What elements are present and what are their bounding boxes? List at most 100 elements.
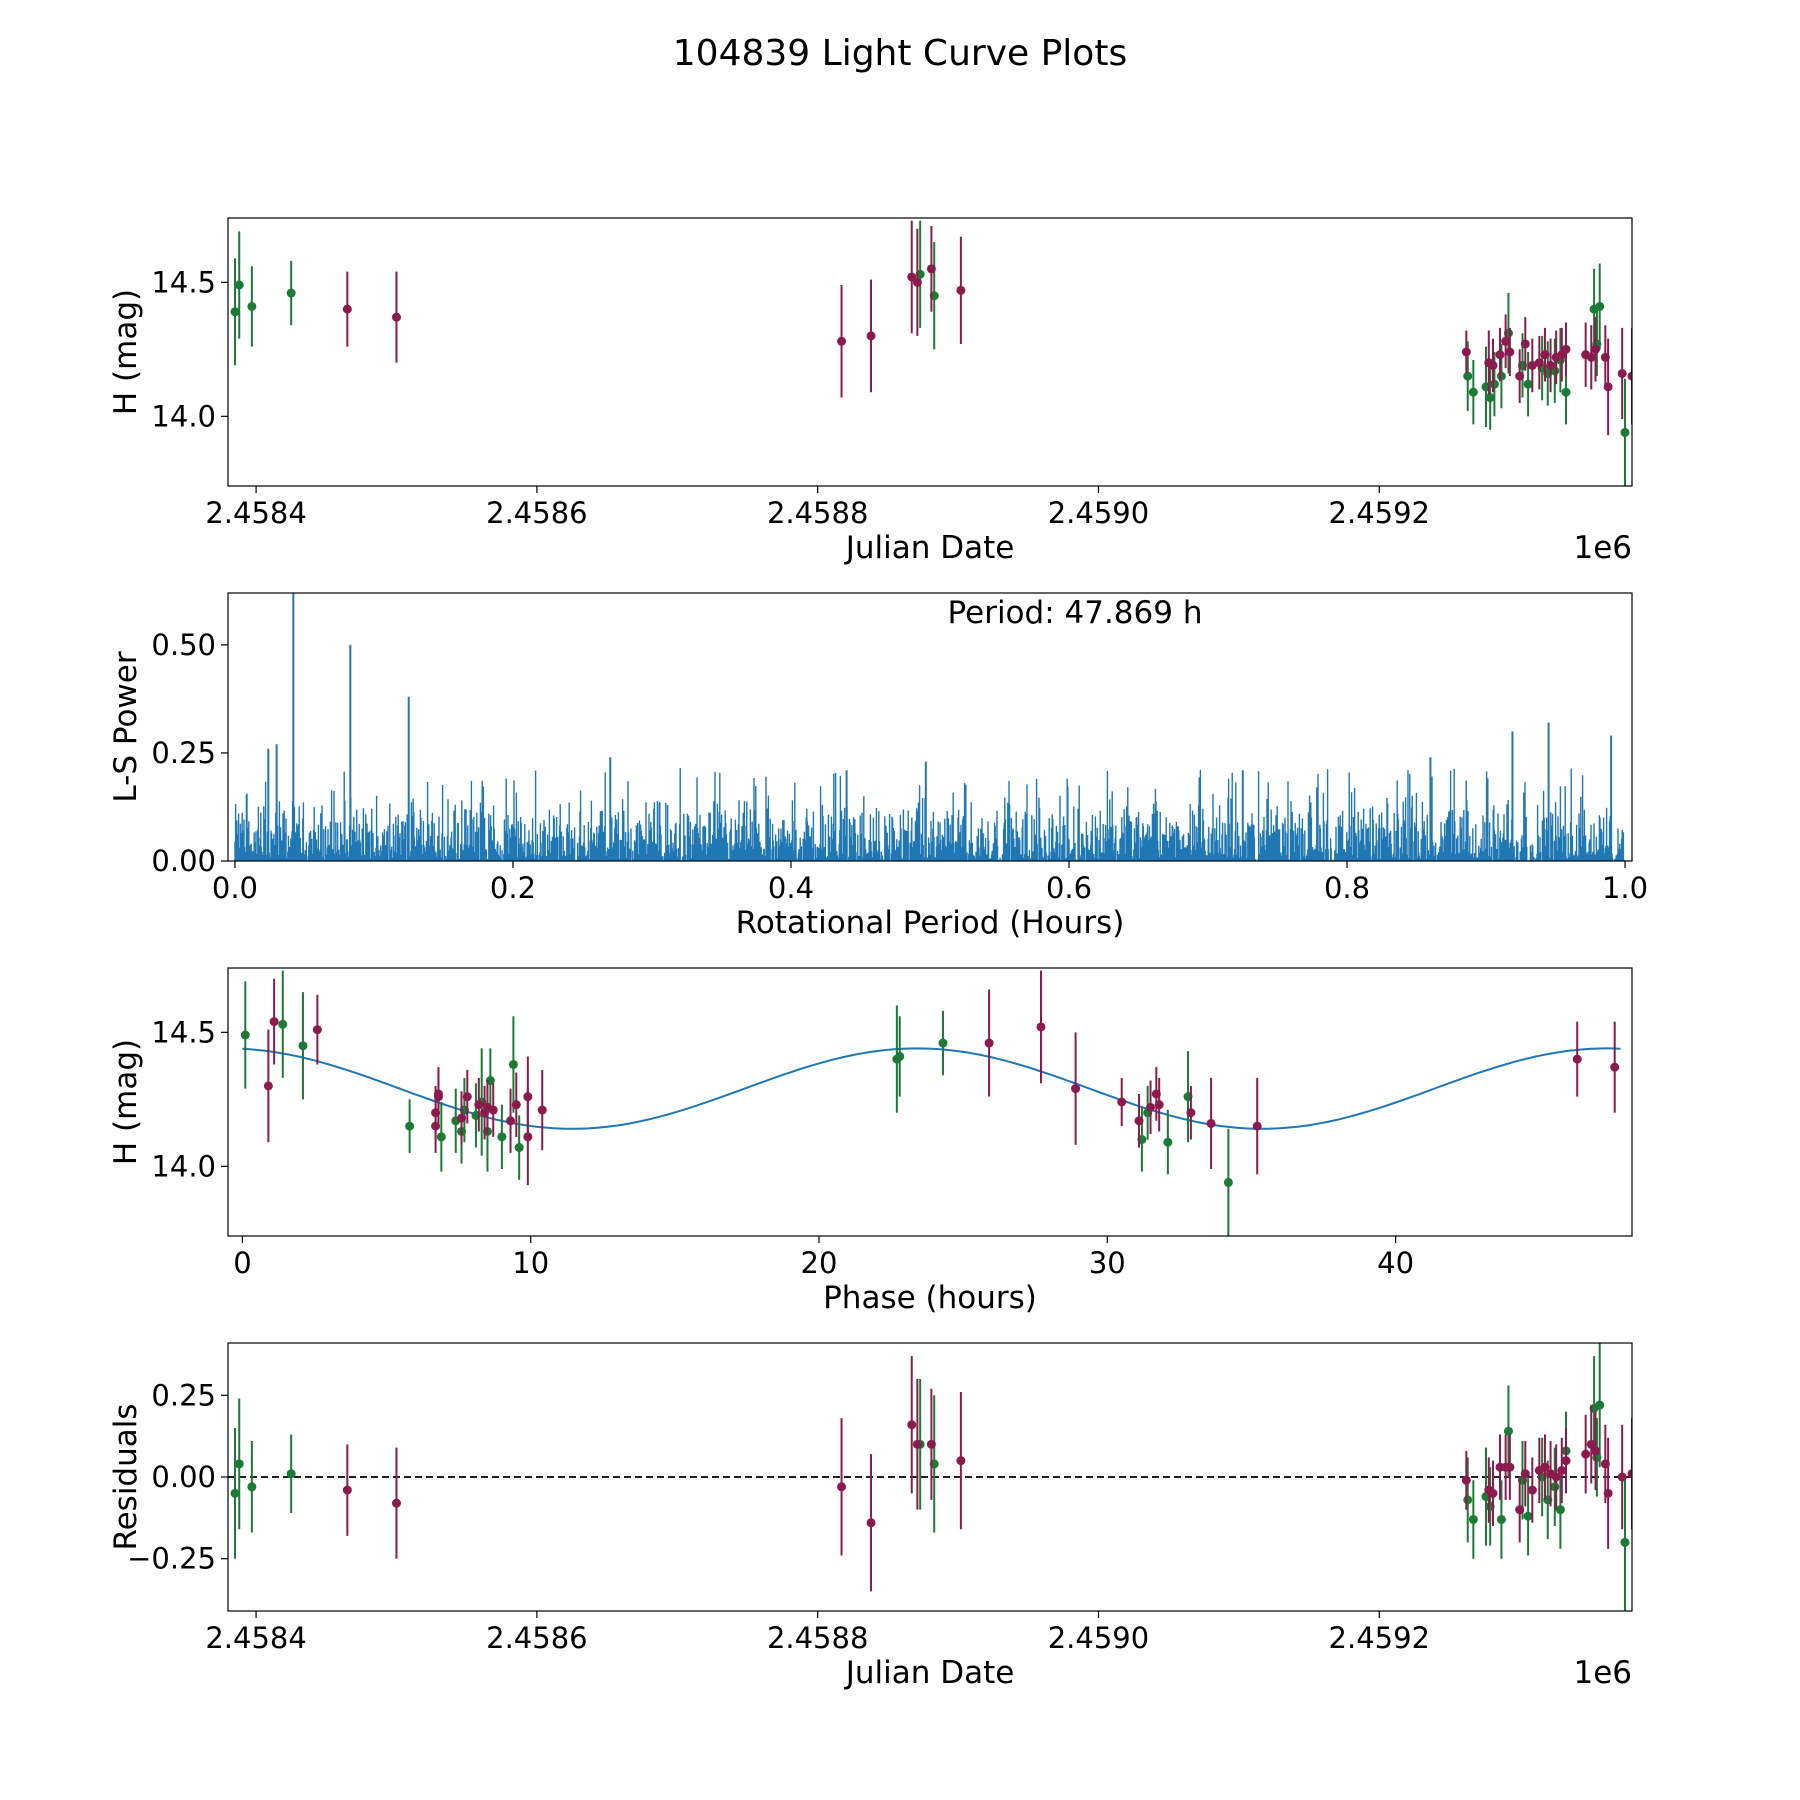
red-data-point	[1627, 371, 1632, 381]
red-data-point	[1546, 360, 1556, 370]
red-data-point	[263, 1081, 273, 1091]
green-data-point	[1595, 301, 1605, 311]
green-data-point	[230, 307, 240, 317]
red-data-point	[1495, 350, 1505, 360]
green-data-point	[1620, 427, 1630, 437]
lightcurve-y-axis-label: H (mag)	[108, 289, 144, 415]
phasefold-y-axis-label: H (mag)	[108, 1039, 144, 1165]
green-data-point	[230, 1488, 240, 1498]
green-data-point	[1555, 1505, 1565, 1515]
periodogram-x-tick-label: 0.6	[1046, 871, 1092, 905]
red-data-point	[912, 1439, 922, 1449]
green-data-point	[1163, 1137, 1173, 1147]
red-data-point	[1561, 344, 1571, 354]
red-data-point	[433, 1092, 443, 1102]
red-data-point	[1186, 1108, 1196, 1118]
phasefold-y-tick-label: 14.5	[151, 1015, 216, 1049]
residuals-y-tick-label: 0.00	[151, 1460, 216, 1494]
green-data-point	[1496, 1514, 1506, 1524]
red-data-point	[866, 331, 876, 341]
red-data-point	[1117, 1097, 1127, 1107]
red-data-point	[1551, 1472, 1561, 1482]
green-data-point	[1523, 1511, 1533, 1521]
red-data-point	[1488, 360, 1498, 370]
red-data-point	[1603, 382, 1613, 392]
green-data-point	[247, 1482, 257, 1492]
green-data-point	[895, 1051, 905, 1061]
residuals-x-tick-label: 2.4592	[1329, 1621, 1430, 1655]
red-data-point	[1534, 358, 1544, 368]
red-data-point	[1586, 352, 1596, 362]
residuals-x-tick-label: 2.4588	[767, 1621, 868, 1655]
red-data-point	[907, 1420, 917, 1430]
red-data-point	[1590, 344, 1600, 354]
red-data-point	[537, 1105, 547, 1115]
phasefold-axes-frame	[227, 967, 1633, 1237]
red-data-point	[1154, 1100, 1164, 1110]
red-data-point	[1603, 1488, 1613, 1498]
residuals-x-tick-label: 2.4586	[486, 1621, 587, 1655]
green-data-point	[1523, 379, 1533, 389]
residuals-x-axis-label: Julian Date	[844, 1655, 1015, 1691]
period-annotation: Period: 47.869 h	[948, 595, 1203, 631]
green-data-point	[1468, 387, 1478, 397]
red-data-point	[1627, 1469, 1632, 1479]
red-data-point	[1617, 368, 1627, 378]
red-data-point	[912, 277, 922, 287]
red-data-point	[1561, 1456, 1571, 1466]
phasefold-x-tick-label: 30	[1089, 1246, 1126, 1280]
green-data-point	[436, 1132, 446, 1142]
red-data-point	[1610, 1062, 1620, 1072]
red-data-point	[1581, 1449, 1591, 1459]
red-data-point	[1146, 1102, 1156, 1112]
green-data-point	[1496, 371, 1506, 381]
red-data-point	[474, 1100, 484, 1110]
residuals-axes-frame	[227, 1342, 1633, 1612]
red-data-point	[342, 304, 352, 314]
green-data-point	[1561, 387, 1571, 397]
red-data-point	[312, 1025, 322, 1035]
red-data-point	[1505, 1462, 1515, 1472]
green-data-point	[1463, 1495, 1473, 1505]
lightcurve-x-tick-label: 2.4590	[1048, 496, 1149, 530]
periodogram-plot-area	[234, 593, 1626, 861]
red-data-point	[511, 1100, 521, 1110]
periodogram-panel: 0.0 0.2 0.4 0.6 0.8 1.0 0.00 0.25 0.50 Rotational…	[108, 592, 1648, 941]
red-data-point	[1586, 1439, 1596, 1449]
red-data-point	[956, 285, 966, 295]
red-data-point	[457, 1113, 467, 1123]
red-data-point	[523, 1092, 533, 1102]
green-data-point	[497, 1132, 507, 1142]
residuals-y-tick-label: 0.25	[151, 1378, 216, 1412]
green-data-point	[1550, 1482, 1560, 1492]
residuals-panel: 2.4584 2.4586 2.4588 2.4590 2.4592 −0.25 0.00 0…	[108, 1342, 1633, 1691]
figure-title: 104839 Light Curve Plots	[673, 33, 1127, 74]
red-data-point	[1134, 1116, 1144, 1126]
lightcurve-y-tick-label: 14.5	[151, 265, 216, 299]
residuals-x-tick-label: 2.4584	[205, 1621, 306, 1655]
red-data-point	[1572, 1054, 1582, 1064]
lightcurve-x-tick-label: 2.4586	[486, 496, 587, 530]
green-data-point	[240, 1030, 250, 1040]
green-data-point	[514, 1143, 524, 1153]
red-data-point	[837, 1482, 847, 1492]
lightcurve-x-tick-label: 2.4584	[205, 496, 306, 530]
red-data-point	[391, 312, 401, 322]
red-data-point	[1488, 1488, 1498, 1498]
periodogram-x-tick-label: 0.2	[490, 871, 536, 905]
red-data-point	[1515, 1505, 1525, 1515]
residuals-x-tick-label: 2.4590	[1048, 1621, 1149, 1655]
lightcurve-x-tick-label: 2.4592	[1329, 496, 1430, 530]
green-data-point	[1485, 393, 1495, 403]
green-data-point	[1223, 1177, 1233, 1187]
green-data-point	[234, 1459, 244, 1469]
lightcurve-x-tick-label: 2.4588	[767, 496, 868, 530]
red-data-point	[956, 1456, 966, 1466]
lightcurve-y-tick-label: 14.0	[151, 399, 216, 433]
red-data-point	[866, 1518, 876, 1528]
phasefold-y-tick-label: 14.0	[151, 1149, 216, 1183]
red-data-point	[1557, 1465, 1567, 1475]
red-data-point	[1206, 1118, 1216, 1128]
green-data-point	[286, 288, 296, 298]
